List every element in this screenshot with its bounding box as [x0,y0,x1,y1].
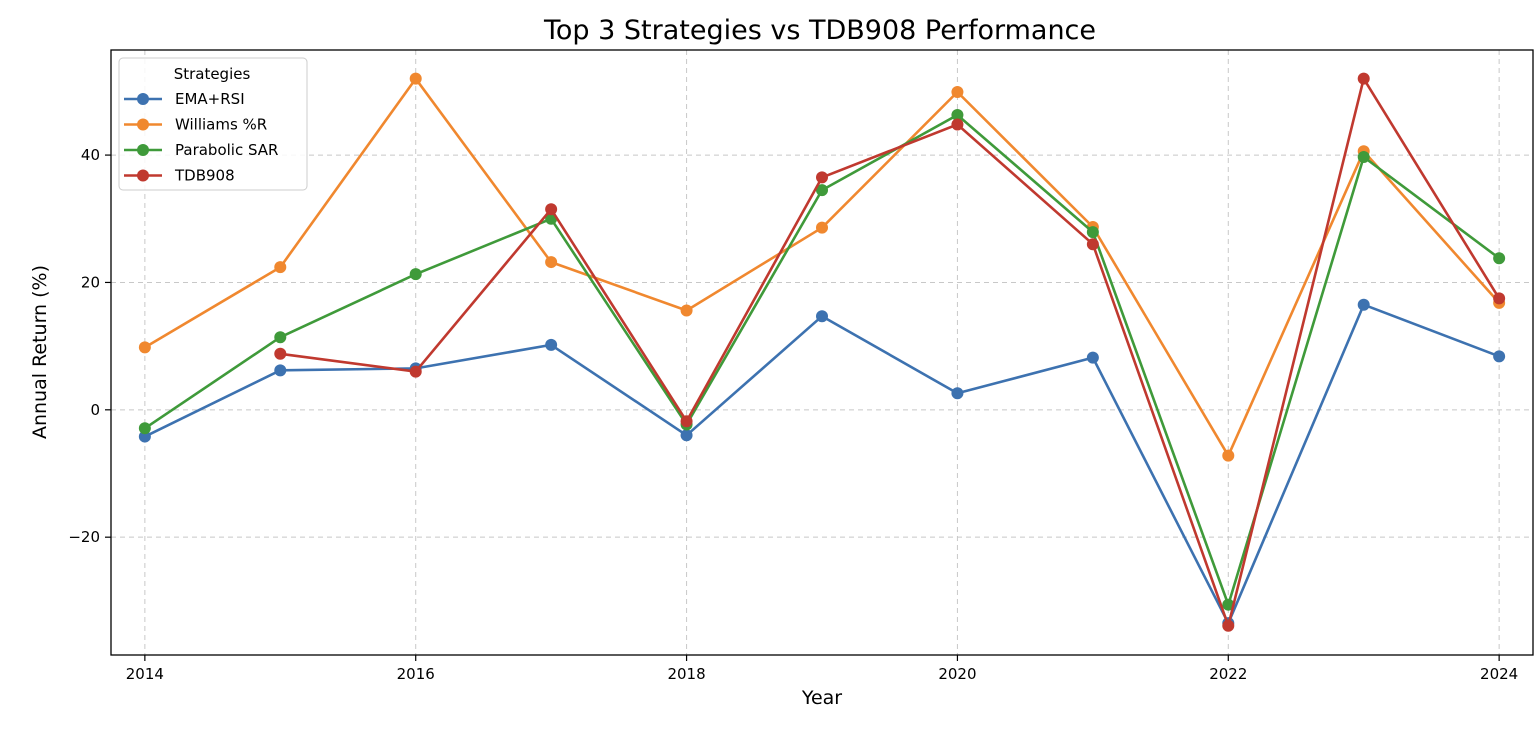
data-point-parabolic-sar [816,184,828,197]
data-point-tdb908 [545,203,558,216]
data-point-ema-rsi [545,338,558,351]
data-point-parabolic-sar [138,422,151,435]
data-point-tdb908 [1357,72,1370,85]
data-point-parabolic-sar [1357,150,1370,163]
data-point-parabolic-sar [1222,598,1235,611]
data-point-ema-rsi [1357,298,1370,311]
data-point-tdb908 [816,171,828,184]
legend-label: TDB908 [174,167,235,185]
data-point-parabolic-sar [1493,252,1506,265]
legend-label: Parabolic SAR [175,141,278,159]
legend-swatch-marker [137,93,149,105]
data-point-williams-r [138,341,151,354]
legend-item-tdb908: TDB908 [124,167,235,185]
data-point-williams-r [274,261,287,274]
data-point-parabolic-sar [951,108,964,121]
data-point-williams-r [680,304,693,317]
y-tick-label: −20 [68,528,100,546]
data-point-williams-r [816,221,828,234]
series-line-tdb908 [280,77,1501,628]
data-point-tdb908 [1493,292,1506,305]
legend-swatch-marker [137,169,149,182]
data-point-williams-r [1222,449,1235,462]
series-line-williams-r [144,77,1501,458]
data-point-parabolic-sar [1086,226,1099,239]
data-point-ema-rsi [138,430,151,443]
series-layer [138,72,1506,632]
chart-title: Top 3 Strategies vs TDB908 Performance [543,15,1096,46]
data-point-williams-r [409,72,422,85]
legend-swatch-marker [137,144,149,156]
grid-lines [111,50,1533,655]
data-point-tdb908 [409,365,422,378]
series-tdb908 [274,72,1506,632]
y-tick-label: 20 [81,273,100,291]
data-point-ema-rsi [680,429,693,442]
legend-item-ema-rsi: EMA+RSI [124,90,245,108]
x-tick-label: 2016 [397,665,435,683]
legend-item-parabolic-sar: Parabolic SAR [124,141,278,159]
data-point-tdb908 [680,415,693,428]
legend-label: Williams %R [175,116,267,134]
data-point-tdb908 [1222,619,1235,632]
x-tick-label: 2024 [1480,665,1518,683]
legend-title: Strategies [174,65,251,83]
data-point-tdb908 [274,347,287,360]
series-parabolic-sar [138,108,1506,611]
data-point-tdb908 [951,118,964,131]
legend-box [118,57,308,191]
y-tick-label: 40 [81,146,100,164]
x-tick-label: 2018 [667,665,705,683]
legend-label: EMA+RSI [175,90,245,108]
legend-swatch-marker [137,118,149,131]
data-point-ema-rsi [1493,350,1506,363]
series-ema-rsi [138,298,1506,630]
x-tick-label: 2022 [1209,665,1247,683]
legend-items: EMA+RSI Williams %R Parabolic SAR TDB908 [124,90,278,185]
x-axis-label: Year [801,687,842,709]
legend: Strategies EMA+RSI Williams %R Parabolic S… [118,57,308,191]
legend-item-williams-r: Williams %R [124,116,267,134]
plot-frame [110,49,1534,656]
data-point-ema-rsi [816,310,828,323]
data-point-parabolic-sar [274,331,287,344]
data-point-ema-rsi [274,364,287,377]
y-tick-label: 0 [90,401,100,419]
y-axis-label: Annual Return (%) [29,265,51,439]
x-tick-label: 2014 [126,665,164,683]
data-point-ema-rsi [951,387,964,400]
data-point-ema-rsi [1086,351,1099,364]
data-point-williams-r [545,256,558,269]
axis-ticks: 2014 2016 2018 2020 2022 2024 −20 0 20 40 [68,146,1518,683]
data-point-parabolic-sar [409,268,422,281]
data-point-williams-r [951,86,964,99]
series-williams-r [138,72,1506,462]
x-tick-label: 2020 [938,665,976,683]
data-point-tdb908 [1086,238,1099,251]
